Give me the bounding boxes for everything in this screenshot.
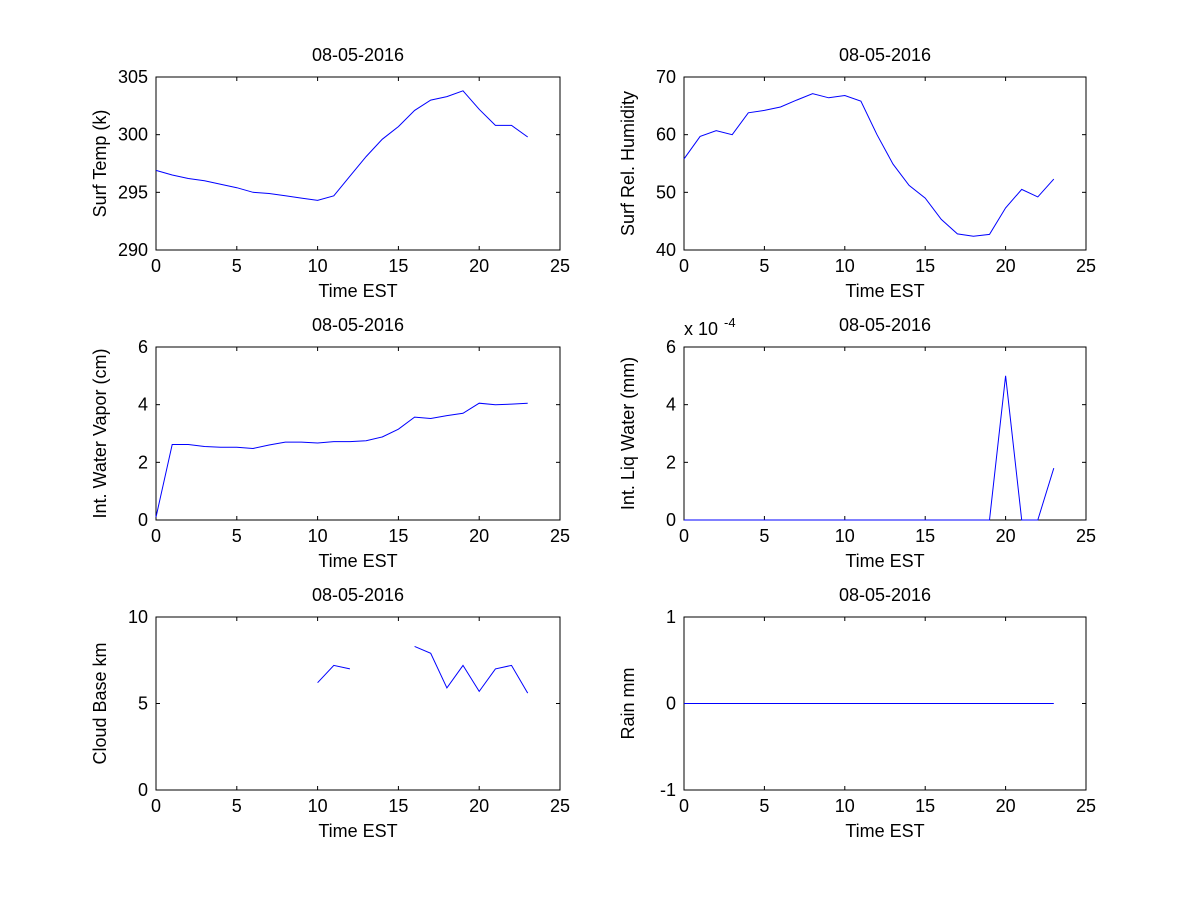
axes-box bbox=[683, 76, 1087, 251]
y-tick-label: 0 bbox=[666, 510, 676, 530]
y-axis-label: Cloud Base km bbox=[90, 642, 110, 764]
x-tick-label: 10 bbox=[308, 256, 328, 276]
y-axis-label: Int. Water Vapor (cm) bbox=[90, 348, 110, 518]
x-tick-label: 0 bbox=[151, 256, 161, 276]
y-tick-label: 300 bbox=[118, 125, 148, 145]
x-tick-label: 20 bbox=[469, 796, 489, 816]
subplot-title: 08-05-2016 bbox=[312, 585, 404, 605]
y-tick-label: 305 bbox=[118, 67, 148, 87]
x-tick-label: 20 bbox=[996, 256, 1016, 276]
x-tick-label: 25 bbox=[550, 526, 570, 546]
y-tick-label: 2 bbox=[666, 452, 676, 472]
x-tick-label: 10 bbox=[835, 256, 855, 276]
y-tick-label: 60 bbox=[656, 125, 676, 145]
y-tick-label: 0 bbox=[666, 694, 676, 714]
x-tick-label: 25 bbox=[1076, 256, 1096, 276]
x-tick-label: 10 bbox=[308, 526, 328, 546]
data-series-line-1 bbox=[155, 90, 528, 201]
y-tick-label: 290 bbox=[118, 240, 148, 260]
x-tick-label: 5 bbox=[232, 796, 242, 816]
axes-box bbox=[155, 76, 561, 251]
subplot-title: 08-05-2016 bbox=[312, 315, 404, 335]
x-axis-label: Time EST bbox=[845, 821, 924, 841]
x-tick-label: 10 bbox=[835, 796, 855, 816]
data-series-line-1 bbox=[317, 664, 351, 684]
y-tick-label: -1 bbox=[660, 780, 676, 800]
y-tick-label: 4 bbox=[666, 395, 676, 415]
y-tick-label: 5 bbox=[138, 694, 148, 714]
x-axis-label: Time EST bbox=[845, 281, 924, 301]
y-tick-label: 4 bbox=[138, 395, 148, 415]
y-tick-label: 10 bbox=[128, 607, 148, 627]
x-tick-label: 0 bbox=[151, 796, 161, 816]
x-tick-label: 20 bbox=[469, 526, 489, 546]
y-tick-label: 0 bbox=[138, 510, 148, 530]
subplot-3: 0 5 10 15 20 25 0 2 4 6 08-05-2016 Time EST Int. Wat… bbox=[90, 315, 570, 571]
x-tick-label: 5 bbox=[759, 796, 769, 816]
y-axis-label: Int. Liq Water (mm) bbox=[618, 357, 638, 510]
data-series-line-1 bbox=[684, 375, 1055, 521]
x-axis-label: Time EST bbox=[318, 551, 397, 571]
x-tick-label: 25 bbox=[550, 256, 570, 276]
subplot-title: 08-05-2016 bbox=[839, 315, 931, 335]
x-tick-label: 15 bbox=[915, 526, 935, 546]
y-tick-label: 40 bbox=[656, 240, 676, 260]
axis-exponent-power: -4 bbox=[724, 315, 736, 330]
y-tick-label: 1 bbox=[666, 607, 676, 627]
x-tick-label: 10 bbox=[835, 526, 855, 546]
axes-box bbox=[683, 346, 1087, 521]
subplot-2: 0 5 10 15 20 25 40 50 60 70 08-05-2016 Time EST Surf… bbox=[618, 45, 1096, 301]
x-tick-label: 0 bbox=[679, 526, 689, 546]
x-tick-label: 25 bbox=[1076, 796, 1096, 816]
subplot-5: 0 5 10 15 20 25 0 5 10 08-05-2016 Time EST Cloud Ba… bbox=[90, 585, 570, 841]
data-series-line-1 bbox=[155, 402, 528, 518]
data-series-line-1 bbox=[683, 93, 1055, 237]
subplot-1: 0 5 10 15 20 25 290 295 300 305 08-05-2016 Time EST… bbox=[90, 45, 570, 301]
data-series-line-2 bbox=[414, 645, 529, 694]
subplot-4: 0 5 10 15 20 25 0 2 4 6 08-05-2016 Time EST Int. Liq… bbox=[618, 315, 1096, 571]
x-tick-label: 20 bbox=[996, 796, 1016, 816]
x-tick-label: 5 bbox=[232, 526, 242, 546]
x-axis-label: Time EST bbox=[318, 281, 397, 301]
x-tick-label: 5 bbox=[759, 256, 769, 276]
x-tick-label: 15 bbox=[915, 796, 935, 816]
x-tick-label: 15 bbox=[388, 526, 408, 546]
y-axis-label: Surf Rel. Humidity bbox=[618, 91, 638, 236]
x-tick-label: 15 bbox=[388, 256, 408, 276]
y-axis-label: Rain mm bbox=[618, 667, 638, 739]
x-axis-label: Time EST bbox=[318, 821, 397, 841]
x-tick-label: 5 bbox=[759, 526, 769, 546]
x-tick-label: 20 bbox=[469, 256, 489, 276]
x-tick-label: 0 bbox=[679, 256, 689, 276]
y-tick-label: 295 bbox=[118, 182, 148, 202]
axis-exponent-label: x 10 bbox=[684, 319, 718, 339]
x-tick-label: 25 bbox=[550, 796, 570, 816]
x-tick-label: 25 bbox=[1076, 526, 1096, 546]
x-tick-label: 0 bbox=[679, 796, 689, 816]
subplot-title: 08-05-2016 bbox=[839, 45, 931, 65]
x-tick-label: 15 bbox=[388, 796, 408, 816]
axes-box bbox=[155, 346, 561, 521]
x-tick-label: 20 bbox=[996, 526, 1016, 546]
y-tick-label: 6 bbox=[138, 337, 148, 357]
y-tick-label: 6 bbox=[666, 337, 676, 357]
subplot-title: 08-05-2016 bbox=[839, 585, 931, 605]
x-tick-label: 0 bbox=[151, 526, 161, 546]
y-tick-label: 2 bbox=[138, 452, 148, 472]
x-tick-label: 10 bbox=[308, 796, 328, 816]
x-tick-label: 15 bbox=[915, 256, 935, 276]
y-axis-label: Surf Temp (k) bbox=[90, 110, 110, 218]
x-axis-label: Time EST bbox=[845, 551, 924, 571]
y-tick-label: 0 bbox=[138, 780, 148, 800]
axes-box bbox=[155, 616, 561, 791]
x-tick-label: 5 bbox=[232, 256, 242, 276]
subplot-title: 08-05-2016 bbox=[312, 45, 404, 65]
y-tick-label: 50 bbox=[656, 182, 676, 202]
y-tick-label: 70 bbox=[656, 67, 676, 87]
